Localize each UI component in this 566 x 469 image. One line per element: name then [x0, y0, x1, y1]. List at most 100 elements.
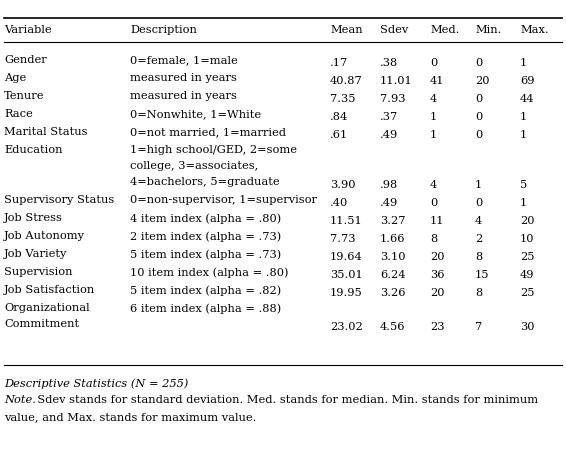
Text: 6.24: 6.24	[380, 270, 405, 280]
Text: 20: 20	[475, 76, 490, 86]
Text: Job Satisfaction: Job Satisfaction	[4, 285, 95, 295]
Text: 4.56: 4.56	[380, 322, 405, 332]
Text: 1.66: 1.66	[380, 234, 405, 244]
Text: 41: 41	[430, 76, 444, 86]
Text: 8: 8	[430, 234, 438, 244]
Text: 5: 5	[520, 180, 528, 190]
Text: 19.64: 19.64	[330, 252, 363, 262]
Text: 0: 0	[430, 58, 438, 68]
Text: Job Stress: Job Stress	[4, 213, 63, 223]
Text: 11.51: 11.51	[330, 216, 363, 226]
Text: .17: .17	[330, 58, 348, 68]
Text: Max.: Max.	[520, 25, 548, 35]
Text: 4: 4	[430, 180, 438, 190]
Text: 40.87: 40.87	[330, 76, 363, 86]
Text: Tenure: Tenure	[4, 91, 45, 101]
Text: 1: 1	[520, 130, 528, 140]
Text: 1: 1	[430, 112, 438, 122]
Text: .37: .37	[380, 112, 398, 122]
Text: 0: 0	[475, 94, 482, 104]
Text: 4 item index (alpha = .80): 4 item index (alpha = .80)	[130, 213, 281, 224]
Text: Med.: Med.	[430, 25, 460, 35]
Text: 25: 25	[520, 252, 534, 262]
Text: 0: 0	[475, 58, 482, 68]
Text: 0=female, 1=male: 0=female, 1=male	[130, 55, 238, 65]
Text: .38: .38	[380, 58, 398, 68]
Text: 23: 23	[430, 322, 444, 332]
Text: 1: 1	[520, 112, 528, 122]
Text: 5 item index (alpha = .82): 5 item index (alpha = .82)	[130, 285, 281, 295]
Text: 7.73: 7.73	[330, 234, 355, 244]
Text: Marital Status: Marital Status	[4, 127, 88, 137]
Text: 3.27: 3.27	[380, 216, 405, 226]
Text: 0=not married, 1=married: 0=not married, 1=married	[130, 127, 286, 137]
Text: 4=bachelors, 5=graduate: 4=bachelors, 5=graduate	[130, 177, 280, 187]
Text: .61: .61	[330, 130, 348, 140]
Text: 5 item index (alpha = .73): 5 item index (alpha = .73)	[130, 249, 281, 259]
Text: Age: Age	[4, 73, 26, 83]
Text: 2: 2	[475, 234, 482, 244]
Text: 0: 0	[430, 198, 438, 208]
Text: .84: .84	[330, 112, 348, 122]
Text: 11: 11	[430, 216, 444, 226]
Text: 19.95: 19.95	[330, 288, 363, 298]
Text: measured in years: measured in years	[130, 73, 237, 83]
Text: Min.: Min.	[475, 25, 501, 35]
Text: 3.10: 3.10	[380, 252, 405, 262]
Text: 1: 1	[475, 180, 482, 190]
Text: 7: 7	[475, 322, 482, 332]
Text: 36: 36	[430, 270, 444, 280]
Text: .49: .49	[380, 130, 398, 140]
Text: 8: 8	[475, 288, 482, 298]
Text: 44: 44	[520, 94, 534, 104]
Text: 0: 0	[475, 112, 482, 122]
Text: Race: Race	[4, 109, 33, 119]
Text: 1=high school/GED, 2=some: 1=high school/GED, 2=some	[130, 145, 297, 155]
Text: 0=Nonwhite, 1=White: 0=Nonwhite, 1=White	[130, 109, 261, 119]
Text: 4: 4	[475, 216, 482, 226]
Text: 25: 25	[520, 288, 534, 298]
Text: 30: 30	[520, 322, 534, 332]
Text: .40: .40	[330, 198, 348, 208]
Text: Commitment: Commitment	[4, 319, 79, 329]
Text: Job Autonomy: Job Autonomy	[4, 231, 85, 241]
Text: 35.01: 35.01	[330, 270, 363, 280]
Text: 1: 1	[520, 198, 528, 208]
Text: Supervision: Supervision	[4, 267, 72, 277]
Text: 23.02: 23.02	[330, 322, 363, 332]
Text: 0=non-supervisor, 1=supervisor: 0=non-supervisor, 1=supervisor	[130, 195, 317, 205]
Text: 69: 69	[520, 76, 534, 86]
Text: 10: 10	[520, 234, 534, 244]
Text: Description: Description	[130, 25, 197, 35]
Text: 8: 8	[475, 252, 482, 262]
Text: 4: 4	[430, 94, 438, 104]
Text: 0: 0	[475, 198, 482, 208]
Text: 1: 1	[520, 58, 528, 68]
Text: 2 item index (alpha = .73): 2 item index (alpha = .73)	[130, 231, 281, 242]
Text: 6 item index (alpha = .88): 6 item index (alpha = .88)	[130, 303, 281, 314]
Text: Job Variety: Job Variety	[4, 249, 67, 259]
Text: .98: .98	[380, 180, 398, 190]
Text: Supervisory Status: Supervisory Status	[4, 195, 114, 205]
Text: 3.90: 3.90	[330, 180, 355, 190]
Text: Sdev stands for standard deviation. Med. stands for median. Min. stands for mini: Sdev stands for standard deviation. Med.…	[30, 395, 538, 405]
Text: Variable: Variable	[4, 25, 52, 35]
Text: Descriptive Statistics (N = 255): Descriptive Statistics (N = 255)	[4, 378, 188, 388]
Text: 49: 49	[520, 270, 534, 280]
Text: 7.35: 7.35	[330, 94, 355, 104]
Text: 20: 20	[430, 288, 444, 298]
Text: Gender: Gender	[4, 55, 47, 65]
Text: .49: .49	[380, 198, 398, 208]
Text: college, 3=associates,: college, 3=associates,	[130, 161, 258, 171]
Text: 10 item index (alpha = .80): 10 item index (alpha = .80)	[130, 267, 289, 278]
Text: 11.01: 11.01	[380, 76, 413, 86]
Text: 15: 15	[475, 270, 490, 280]
Text: 1: 1	[430, 130, 438, 140]
Text: 3.26: 3.26	[380, 288, 405, 298]
Text: Note.: Note.	[4, 395, 36, 405]
Text: value, and Max. stands for maximum value.: value, and Max. stands for maximum value…	[4, 412, 256, 422]
Text: 20: 20	[430, 252, 444, 262]
Text: 0: 0	[475, 130, 482, 140]
Text: Education: Education	[4, 145, 62, 155]
Text: measured in years: measured in years	[130, 91, 237, 101]
